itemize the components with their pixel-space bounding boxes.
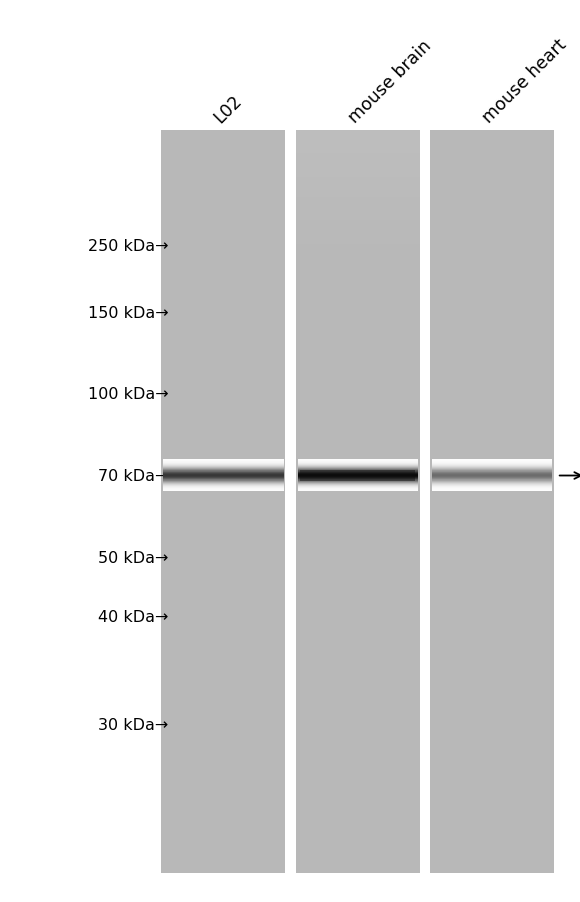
- Bar: [161, 131, 285, 873]
- Bar: [296, 137, 420, 141]
- Text: 30 kDa→: 30 kDa→: [98, 717, 168, 732]
- Bar: [296, 158, 420, 161]
- Bar: [296, 164, 420, 168]
- Bar: [296, 241, 420, 244]
- Bar: [296, 204, 420, 207]
- Bar: [296, 198, 420, 201]
- Bar: [296, 181, 420, 184]
- Text: 250 kDa→: 250 kDa→: [88, 238, 168, 253]
- Bar: [296, 131, 420, 134]
- Bar: [420, 131, 430, 873]
- Bar: [296, 151, 420, 154]
- Bar: [296, 161, 420, 164]
- Text: mouse brain: mouse brain: [345, 36, 435, 126]
- Bar: [296, 211, 420, 215]
- Bar: [296, 148, 420, 151]
- Bar: [296, 170, 420, 174]
- Bar: [296, 154, 420, 158]
- Bar: [296, 248, 420, 251]
- Bar: [296, 261, 420, 264]
- Text: 100 kDa→: 100 kDa→: [88, 387, 168, 401]
- Text: 50 kDa→: 50 kDa→: [98, 550, 168, 566]
- Bar: [296, 244, 420, 248]
- Text: WWW.PTGLAB.COM: WWW.PTGLAB.COM: [324, 314, 349, 588]
- Bar: [296, 254, 420, 258]
- Bar: [296, 191, 420, 194]
- Bar: [296, 217, 420, 221]
- Bar: [296, 201, 420, 204]
- Bar: [296, 188, 420, 191]
- Bar: [296, 258, 420, 261]
- Bar: [296, 174, 420, 178]
- Text: mouse heart: mouse heart: [479, 35, 570, 126]
- Bar: [296, 238, 420, 241]
- Bar: [296, 215, 420, 217]
- Bar: [296, 194, 420, 198]
- Text: 150 kDa→: 150 kDa→: [88, 305, 168, 320]
- Bar: [296, 251, 420, 254]
- Bar: [285, 131, 296, 873]
- Bar: [296, 207, 420, 211]
- Bar: [296, 134, 420, 137]
- Bar: [430, 131, 554, 873]
- Bar: [296, 131, 420, 873]
- Bar: [296, 225, 420, 227]
- Bar: [296, 221, 420, 225]
- Bar: [296, 231, 420, 235]
- Bar: [296, 178, 420, 181]
- Bar: [296, 168, 420, 170]
- Text: 40 kDa→: 40 kDa→: [98, 610, 168, 624]
- Bar: [296, 227, 420, 231]
- Bar: [300, 470, 415, 482]
- Bar: [296, 235, 420, 238]
- Bar: [296, 141, 420, 144]
- Bar: [296, 184, 420, 188]
- Text: 70 kDa→: 70 kDa→: [98, 468, 168, 483]
- Bar: [296, 144, 420, 148]
- Text: L02: L02: [211, 91, 246, 126]
